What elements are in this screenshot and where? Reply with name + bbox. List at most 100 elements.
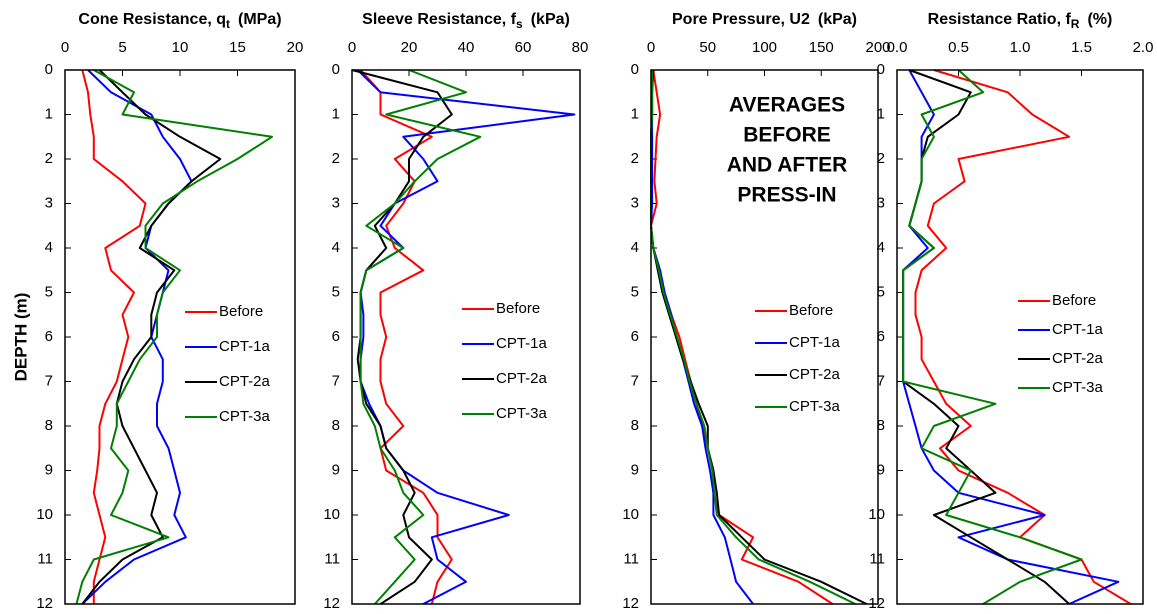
y-tick-label: 4	[45, 239, 53, 256]
legend-label: Before	[1052, 292, 1096, 309]
legend-label: CPT-1a	[496, 335, 548, 352]
x-tick-label: 5	[118, 39, 126, 56]
y-tick-label: 8	[877, 417, 885, 434]
y-tick-label: 7	[45, 372, 53, 389]
y-tick-label: 7	[877, 372, 885, 389]
y-tick-label: 2	[631, 150, 639, 167]
y-tick-label: 1	[45, 105, 53, 122]
title-text: Cone Resistance, q	[78, 11, 226, 28]
title-subscript: R	[1071, 17, 1080, 31]
legend-label: CPT-2a	[496, 370, 548, 387]
y-tick-label: 10	[323, 506, 340, 523]
legend-bg	[458, 334, 558, 354]
y-tick-label: 6	[332, 328, 340, 345]
x-tick-label: 0	[647, 39, 655, 56]
chart-title: Pore Pressure, U2 (kPa)	[672, 11, 857, 28]
legend-bg	[181, 302, 281, 322]
annotation-box	[696, 78, 876, 230]
y-tick-label: 0	[45, 61, 53, 78]
legend-label: CPT-2a	[789, 366, 841, 383]
x-tick-label: 100	[752, 39, 777, 56]
legend-label: CPT-1a	[1052, 321, 1104, 338]
y-tick-label: 4	[877, 239, 885, 256]
x-tick-label: 15	[229, 39, 246, 56]
title-text: Pore Pressure, U2	[672, 11, 810, 28]
x-tick-label: 150	[809, 39, 834, 56]
y-tick-label: 3	[332, 194, 340, 211]
title-text: Resistance Ratio, f	[928, 11, 1072, 28]
legend-bg	[751, 365, 851, 385]
legend-bg	[1014, 378, 1114, 398]
y-tick-label: 7	[332, 372, 340, 389]
series-line	[81, 69, 147, 604]
chart-title: Sleeve Resistance, fs (kPa)	[362, 11, 570, 31]
y-tick-label: 9	[332, 461, 340, 478]
series-line	[75, 69, 273, 605]
y-tick-label: 11	[37, 550, 53, 567]
x-tick-label: 50	[699, 39, 716, 56]
legend-label: CPT-3a	[219, 408, 271, 425]
series-line	[81, 69, 222, 605]
y-tick-label: 1	[332, 105, 340, 122]
series-line	[359, 69, 453, 605]
y-tick-label: 5	[877, 283, 885, 300]
y-tick-label: 2	[45, 150, 53, 167]
x-tick-label: 0	[348, 39, 356, 56]
legend-label: Before	[789, 302, 833, 319]
x-tick-label: 2.0	[1133, 39, 1154, 56]
y-tick-label: 0	[877, 61, 885, 78]
legend-label: CPT-3a	[496, 405, 548, 422]
legend-bg	[458, 299, 558, 319]
title-unit: (%)	[1087, 11, 1112, 28]
y-tick-label: 1	[877, 105, 885, 122]
annotation: AND AFTER	[727, 154, 848, 177]
x-tick-label: 0.5	[948, 39, 969, 56]
title-unit: (kPa)	[818, 11, 857, 28]
y-tick-label: 2	[332, 150, 340, 167]
legend-bg	[458, 404, 558, 424]
legend-bg	[1014, 320, 1114, 340]
plot-frame	[351, 69, 581, 605]
title-unit: (kPa)	[531, 11, 570, 28]
y-tick-label: 3	[45, 194, 53, 211]
legend-bg	[181, 372, 281, 392]
x-tick-label: 10	[172, 39, 189, 56]
y-tick-label: 10	[868, 506, 885, 523]
x-tick-label: 0	[61, 39, 69, 56]
legend-label: CPT-3a	[1052, 379, 1104, 396]
y-tick-label: 0	[631, 61, 639, 78]
title-text: Sleeve Resistance, f	[362, 11, 517, 28]
legend-bg	[1014, 349, 1114, 369]
y-tick-label: 6	[631, 328, 639, 345]
legend-bg	[751, 301, 851, 321]
plot-frame	[650, 69, 879, 605]
legend-label: CPT-3a	[789, 398, 841, 415]
x-tick-label: 60	[515, 39, 532, 56]
legend-label: CPT-1a	[789, 334, 841, 351]
legend-bg	[1014, 291, 1114, 311]
y-axis-label: DEPTH (m)	[11, 293, 30, 382]
legend-label: Before	[219, 303, 263, 320]
y-tick-label: 12	[622, 595, 639, 612]
y-tick-label: 11	[869, 550, 885, 567]
series-line	[81, 69, 193, 605]
title-unit: (MPa)	[238, 11, 282, 28]
plot-frame	[896, 69, 1144, 605]
x-tick-label: 1.0	[1010, 39, 1031, 56]
x-tick-label: 40	[458, 39, 475, 56]
legend-label: CPT-1a	[219, 338, 271, 355]
y-tick-label: 9	[631, 461, 639, 478]
y-tick-label: 11	[623, 550, 639, 567]
y-tick-label: 8	[631, 417, 639, 434]
x-tick-label: 20	[287, 39, 304, 56]
y-tick-label: 5	[631, 283, 639, 300]
y-tick-label: 6	[45, 328, 53, 345]
x-tick-label: 200	[865, 39, 890, 56]
y-tick-label: 8	[332, 417, 340, 434]
annotation: AVERAGES	[729, 94, 845, 117]
x-tick-label: 0.0	[887, 39, 908, 56]
y-tick-label: 0	[332, 61, 340, 78]
y-tick-label: 9	[877, 461, 885, 478]
